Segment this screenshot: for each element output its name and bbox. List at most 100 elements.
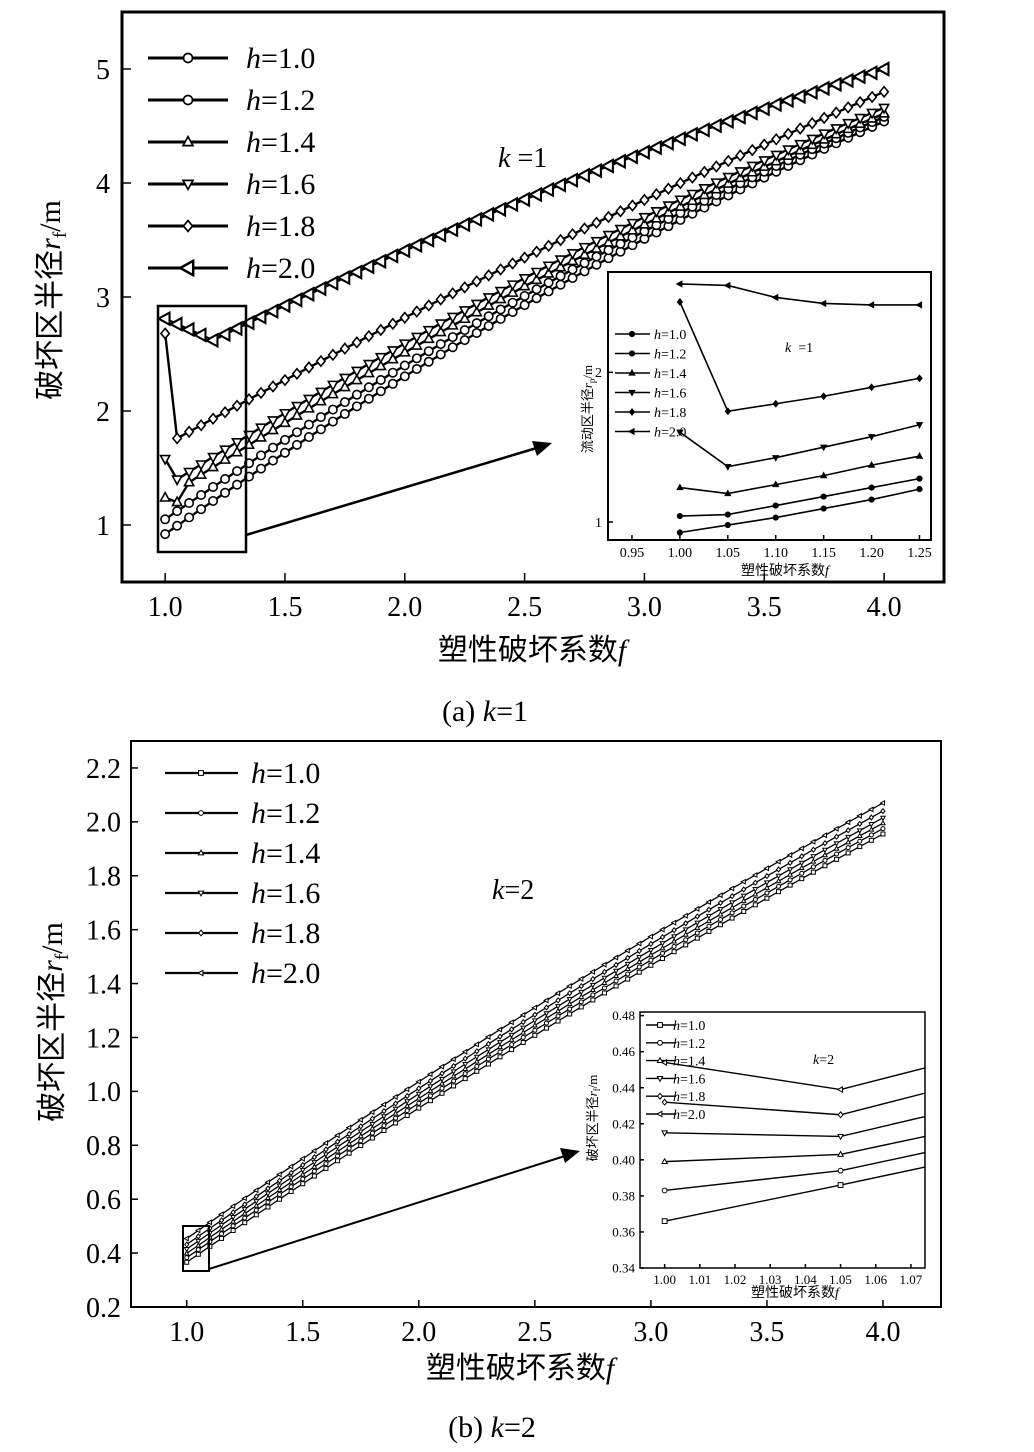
panel-b-data-point bbox=[776, 889, 782, 895]
panel-b-data-point bbox=[867, 806, 874, 813]
panel-a-data-point bbox=[530, 273, 543, 285]
panel-b-data-point bbox=[880, 807, 886, 815]
panel-b-data-point bbox=[473, 1054, 480, 1061]
panel-b-data-point bbox=[821, 851, 828, 858]
panel-b-data-point bbox=[532, 1027, 538, 1033]
panel-a-data-point bbox=[375, 374, 386, 385]
panel-a-data-point bbox=[255, 463, 266, 474]
panel-a-legend-label: h=1.2 bbox=[246, 84, 315, 117]
panel-a-inset-data-point bbox=[676, 483, 684, 491]
panel-b-y-tick-label: 1.6 bbox=[86, 915, 121, 946]
panel-b-data-point bbox=[322, 1155, 330, 1162]
panel-a-data-point bbox=[446, 312, 459, 324]
panel-b-data-point bbox=[276, 1171, 282, 1178]
panel-b-data-point bbox=[694, 913, 700, 920]
panel-a-data-point bbox=[531, 245, 542, 259]
panel-a-inset-data-point bbox=[772, 514, 779, 521]
panel-a-data-point bbox=[530, 267, 543, 279]
panel-b-data-point bbox=[648, 957, 654, 963]
panel-a-data-point bbox=[555, 271, 566, 282]
panel-a-data-point bbox=[638, 212, 651, 224]
panel-a-data-point bbox=[707, 117, 722, 134]
panel-a-inset-data-point bbox=[676, 429, 684, 437]
panel-a-data-point bbox=[518, 273, 531, 285]
panel-a-inset-data-point bbox=[724, 407, 732, 416]
panel-b-inset-series-4 bbox=[661, 1115, 926, 1141]
panel-a-data-point bbox=[782, 145, 795, 157]
panel-a-inset-series-6 bbox=[675, 280, 923, 309]
panel-a-x-axis-label: 塑性破坏系数f bbox=[438, 634, 630, 667]
panel-a-y-tick-label: 5 bbox=[96, 55, 110, 86]
panel-b-legend-marker bbox=[198, 810, 204, 816]
panel-b-data-point bbox=[300, 1181, 306, 1187]
panel-b-data-point bbox=[543, 1004, 550, 1011]
panel-b-chart: 1.0 1.5 2.0 2.5 3.0 3.5 4.0 0.2 0.4 0.6 0.8 1.0 1.2 1… bbox=[36, 740, 942, 1444]
panel-a-data-point bbox=[551, 177, 567, 193]
panel-a-inset-legend-marker bbox=[628, 408, 636, 416]
panel-b-data-point bbox=[485, 1056, 491, 1062]
panel-a-inset-x-tick-label: 1.00 bbox=[668, 546, 693, 561]
panel-a-data-point bbox=[626, 218, 639, 230]
panel-b-data-point bbox=[810, 858, 817, 864]
panel-b-data-point bbox=[195, 1247, 201, 1253]
panel-a-data-point bbox=[196, 489, 207, 500]
panel-a-axes: 1.0 1.5 2.0 2.5 3.0 3.5 4.0 1 2 3 4 5 bbox=[96, 55, 902, 623]
panel-b-data-point bbox=[450, 1056, 456, 1063]
panel-b-y-tick-label: 2.0 bbox=[86, 808, 121, 839]
panel-a-data-point bbox=[494, 292, 507, 304]
panel-b-data-point bbox=[219, 1231, 225, 1237]
panel-b-data-point bbox=[532, 1011, 538, 1018]
panel-b-data-point bbox=[683, 920, 689, 927]
panel-a-inset-series-line bbox=[679, 488, 920, 534]
panel-b-data-point bbox=[613, 972, 620, 978]
panel-a-inset-data-point bbox=[771, 293, 779, 302]
panel-a-legend-marker bbox=[182, 94, 194, 106]
panel-b-data-point bbox=[265, 1199, 271, 1205]
panel-b-data-point bbox=[857, 838, 863, 844]
panel-a-data-point bbox=[806, 116, 818, 130]
panel-a-data-point bbox=[687, 171, 698, 184]
panel-a-data-point bbox=[398, 339, 411, 351]
panel-b-data-point bbox=[787, 859, 793, 867]
panel-b-y-tick-label: 0.2 bbox=[86, 1293, 121, 1324]
panel-b-zoom-box bbox=[182, 1225, 210, 1272]
panel-a-series bbox=[156, 61, 891, 540]
panel-a-data-point bbox=[220, 474, 231, 485]
panel-a-inset-frame bbox=[607, 271, 932, 541]
panel-b-data-point bbox=[741, 908, 747, 914]
panel-b-data-point bbox=[438, 1080, 446, 1086]
panel-a-data-point bbox=[255, 386, 267, 400]
panel-a-y-axis-label: 破坏区半径rf/m bbox=[34, 200, 71, 400]
panel-a-data-point bbox=[435, 339, 446, 350]
panel-a-caption: (a) k=1 bbox=[442, 695, 528, 728]
panel-b-caption: (b) k=2 bbox=[448, 1411, 536, 1444]
panel-b-data-point bbox=[381, 1127, 387, 1133]
panel-b-inset-data-point bbox=[837, 1182, 844, 1188]
panel-b-y-tick-label: 1.2 bbox=[86, 1023, 121, 1054]
panel-a-inset-data-point bbox=[867, 301, 875, 309]
panel-b-data-point bbox=[381, 1123, 387, 1129]
panel-a-data-point bbox=[579, 266, 590, 277]
panel-b-inset-x-tick-label: 1.05 bbox=[829, 1272, 852, 1287]
panel-a-legend-marker bbox=[182, 219, 194, 233]
panel-a-inset-x-tick-label: 1.15 bbox=[811, 546, 836, 561]
panel-b-data-point bbox=[242, 1220, 248, 1226]
panel-a-data-point bbox=[543, 286, 554, 297]
panel-a-data-point bbox=[399, 360, 410, 371]
panel-a-x-tick-label: 3.0 bbox=[627, 592, 662, 623]
panel-a-inset-annotation: k =1 bbox=[785, 341, 813, 356]
panel-a-data-point bbox=[483, 320, 494, 331]
panel-b-data-point bbox=[752, 890, 759, 897]
panel-a-inset-series-2 bbox=[676, 475, 923, 520]
panel-b-data-point bbox=[543, 1025, 549, 1031]
panel-a-inset-legend-label: h=1.4 bbox=[654, 367, 686, 382]
panel-b-inset-data-point bbox=[836, 1086, 843, 1094]
panel-b-data-point bbox=[184, 1241, 190, 1248]
panel-b-data-point bbox=[380, 1101, 387, 1108]
panel-b-data-point bbox=[764, 890, 770, 896]
panel-b-data-point bbox=[636, 958, 643, 965]
panel-a-data-point bbox=[447, 332, 458, 343]
panel-b-data-point bbox=[822, 840, 828, 847]
